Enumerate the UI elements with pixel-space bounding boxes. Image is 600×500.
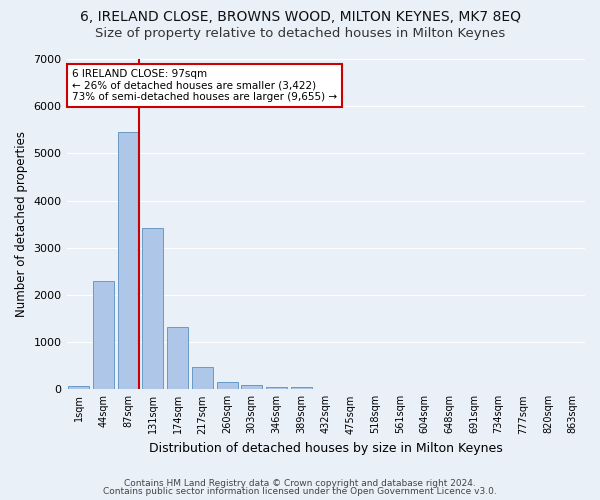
Bar [192,367,213,390]
Bar [68,386,89,390]
Bar [118,132,139,390]
Bar [241,385,262,390]
Text: Size of property relative to detached houses in Milton Keynes: Size of property relative to detached ho… [95,28,505,40]
Text: 6, IRELAND CLOSE, BROWNS WOOD, MILTON KEYNES, MK7 8EQ: 6, IRELAND CLOSE, BROWNS WOOD, MILTON KE… [79,10,521,24]
Bar [93,281,114,390]
Text: 6 IRELAND CLOSE: 97sqm
← 26% of detached houses are smaller (3,422)
73% of semi-: 6 IRELAND CLOSE: 97sqm ← 26% of detached… [72,69,337,102]
Bar [167,327,188,390]
Text: Contains HM Land Registry data © Crown copyright and database right 2024.: Contains HM Land Registry data © Crown c… [124,478,476,488]
Y-axis label: Number of detached properties: Number of detached properties [15,131,28,317]
Bar [142,228,163,390]
Bar [290,388,311,390]
Bar [217,382,238,390]
X-axis label: Distribution of detached houses by size in Milton Keynes: Distribution of detached houses by size … [149,442,503,455]
Bar [266,386,287,390]
Text: Contains public sector information licensed under the Open Government Licence v3: Contains public sector information licen… [103,487,497,496]
